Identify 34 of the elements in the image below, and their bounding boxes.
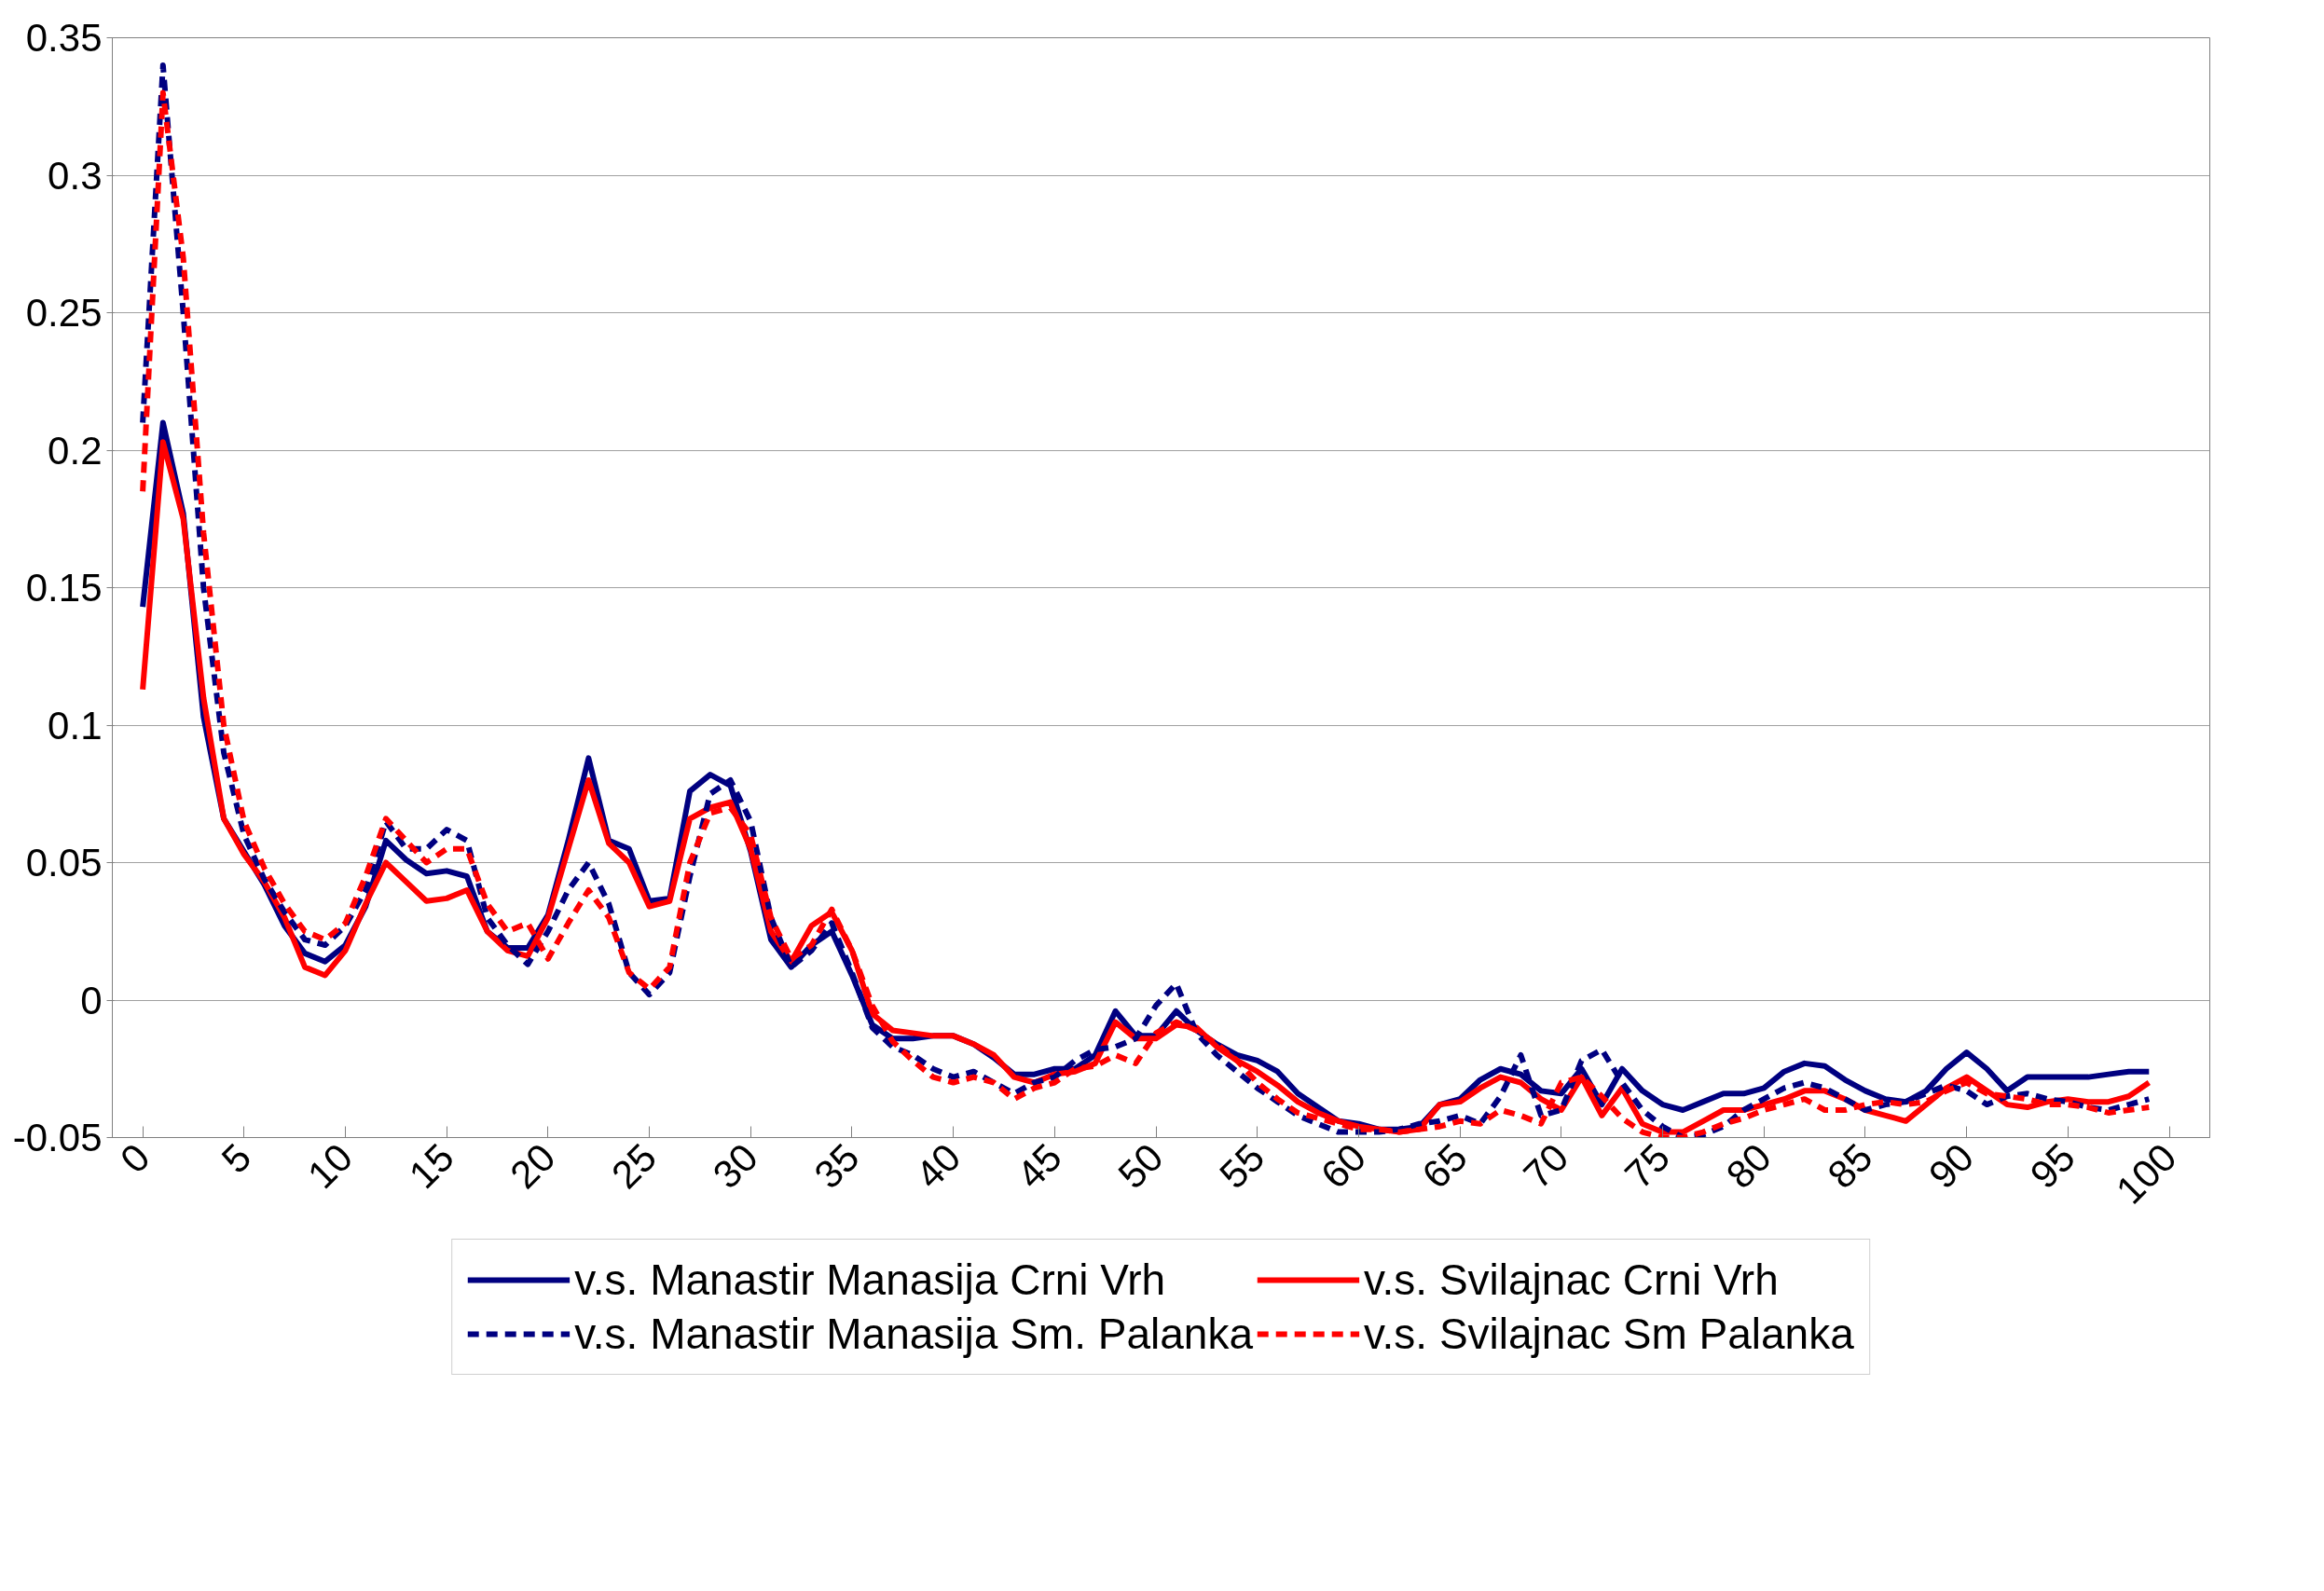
y-tick-label: 0 <box>80 978 103 1022</box>
x-tick-label: 60 <box>1312 1134 1375 1198</box>
x-tick-label: 25 <box>602 1134 666 1198</box>
x-tick-label: 65 <box>1413 1134 1476 1198</box>
legend-label: v.s. Svilajnac Crni Vrh <box>1363 1255 1779 1305</box>
y-tick-label: 0.1 <box>48 703 103 747</box>
x-tick-label: 45 <box>1008 1134 1070 1198</box>
x-tick-label: 80 <box>1717 1134 1780 1198</box>
x-tick-label: 30 <box>704 1134 766 1198</box>
y-tick-label: -0.05 <box>12 1116 103 1159</box>
x-tick-label: 15 <box>400 1134 462 1198</box>
legend-label: v.s. Manastir Manasija Crni Vrh <box>574 1255 1166 1305</box>
x-tick-label: 5 <box>213 1134 260 1182</box>
x-tick-label: 35 <box>805 1134 868 1198</box>
y-tick-label: 0.3 <box>48 153 103 198</box>
x-tick-label: 40 <box>907 1134 969 1198</box>
y-tick-label: 0.35 <box>25 16 103 60</box>
x-tick-label: 20 <box>502 1134 564 1198</box>
x-tick-label: 100 <box>2107 1134 2185 1213</box>
x-tick-label: 95 <box>2021 1134 2083 1198</box>
x-tick-label: 55 <box>1211 1134 1273 1198</box>
x-tick-label: 0 <box>111 1134 158 1182</box>
y-tick-label: 0.05 <box>25 841 103 885</box>
x-tick-label: 10 <box>298 1134 362 1198</box>
x-tick-label: 85 <box>1819 1134 1881 1198</box>
x-tick-label: 75 <box>1616 1134 1679 1198</box>
legend-label: v.s. Manastir Manasija Sm. Palanka <box>574 1309 1253 1359</box>
y-tick-label: 0.2 <box>48 428 103 473</box>
y-tick-label: 0.25 <box>25 291 103 335</box>
x-tick-label: 70 <box>1515 1134 1577 1198</box>
x-tick-label: 50 <box>1109 1134 1172 1198</box>
x-tick-label: 90 <box>1919 1134 1983 1198</box>
legend-label: v.s. Svilajnac Sm Palanka <box>1363 1309 1854 1359</box>
y-tick-label: 0.15 <box>25 566 103 610</box>
